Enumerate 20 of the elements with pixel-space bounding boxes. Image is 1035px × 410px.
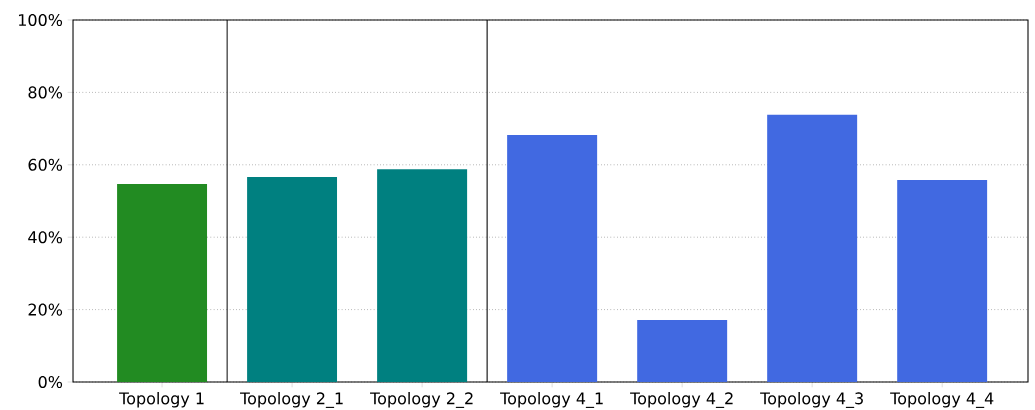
y-tick-label: 100% bbox=[18, 13, 63, 27]
y-tick-label: 60% bbox=[28, 158, 63, 171]
x-tick-label: Topology 2_1 bbox=[240, 392, 343, 408]
x-tick-label: Topology 4_3 bbox=[760, 392, 863, 408]
bar bbox=[377, 169, 468, 382]
bar bbox=[117, 183, 208, 382]
y-tick-label: 80% bbox=[28, 86, 63, 99]
y-tick-label: 0% bbox=[38, 375, 63, 389]
bar bbox=[897, 179, 988, 382]
bar bbox=[247, 177, 338, 382]
x-tick-label: Topology 2_2 bbox=[370, 392, 473, 408]
y-tick-label: 20% bbox=[28, 303, 63, 316]
x-tick-label: Topology 4_2 bbox=[630, 392, 733, 408]
bar bbox=[767, 114, 858, 382]
bar bbox=[637, 320, 728, 382]
x-tick-label: Topology 4_4 bbox=[890, 392, 994, 408]
bar bbox=[507, 135, 598, 382]
x-tick-label: Topology 1 bbox=[119, 392, 204, 408]
y-tick-label: 40% bbox=[28, 231, 63, 244]
x-tick-label: Topology 4_1 bbox=[500, 392, 603, 408]
